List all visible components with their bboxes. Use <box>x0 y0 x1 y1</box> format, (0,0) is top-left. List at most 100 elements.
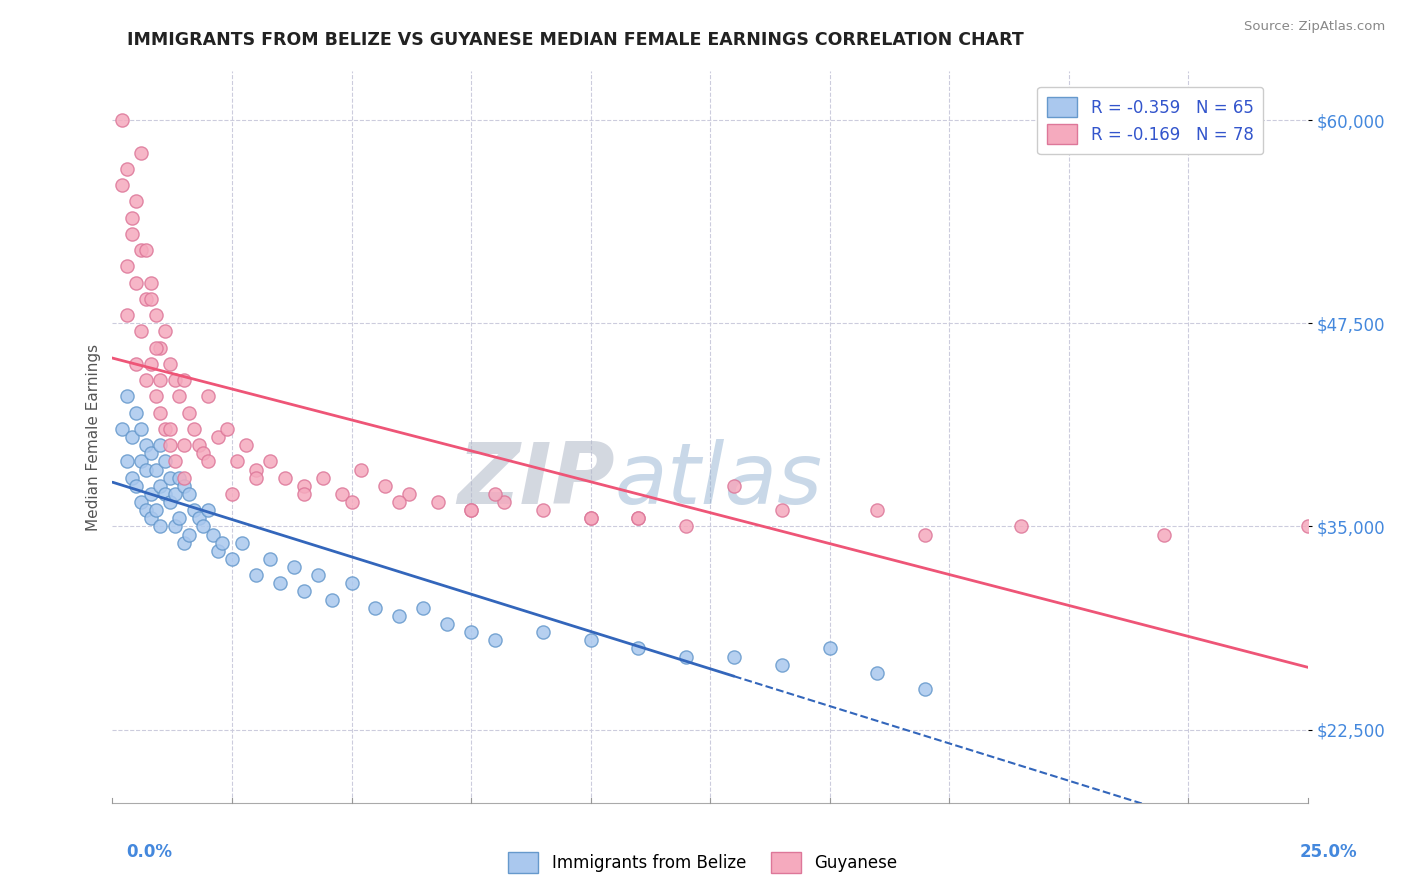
Point <box>388 608 411 623</box>
Point <box>1296 519 1319 533</box>
Point <box>914 681 936 696</box>
Point <box>207 430 229 444</box>
Point <box>307 568 329 582</box>
Point <box>193 446 215 460</box>
Point <box>259 552 281 566</box>
Point <box>269 576 291 591</box>
Point <box>426 495 449 509</box>
Point <box>125 194 148 209</box>
Point <box>273 471 295 485</box>
Point <box>125 406 148 420</box>
Point <box>197 389 219 403</box>
Point <box>135 462 157 476</box>
Point <box>173 479 195 493</box>
Point <box>115 454 138 468</box>
Point <box>153 454 176 468</box>
Point <box>173 373 195 387</box>
Point <box>484 487 506 501</box>
Point <box>207 544 229 558</box>
Text: Source: ZipAtlas.com: Source: ZipAtlas.com <box>1244 20 1385 33</box>
Point <box>139 487 162 501</box>
Legend: R = -0.359   N = 65, R = -0.169   N = 78: R = -0.359 N = 65, R = -0.169 N = 78 <box>1038 87 1264 154</box>
Point <box>221 552 243 566</box>
Point <box>153 422 176 436</box>
Point <box>159 471 181 485</box>
Point <box>169 471 191 485</box>
Point <box>139 511 162 525</box>
Point <box>292 584 315 599</box>
Point <box>145 389 167 403</box>
Point <box>177 406 200 420</box>
Legend: Immigrants from Belize, Guyanese: Immigrants from Belize, Guyanese <box>502 846 904 880</box>
Point <box>159 495 181 509</box>
Point <box>484 633 506 648</box>
Point <box>135 243 157 257</box>
Point <box>169 389 191 403</box>
Point <box>149 373 172 387</box>
Y-axis label: Median Female Earnings: Median Female Earnings <box>86 343 101 531</box>
Point <box>115 389 138 403</box>
Point <box>145 503 167 517</box>
Point <box>579 511 602 525</box>
Point <box>460 625 482 640</box>
Point <box>398 487 420 501</box>
Point <box>364 600 387 615</box>
Point <box>129 243 152 257</box>
Point <box>121 227 143 241</box>
Point <box>163 487 186 501</box>
Point <box>211 535 233 549</box>
Point <box>139 276 162 290</box>
Point <box>675 519 697 533</box>
Point <box>245 568 267 582</box>
Point <box>494 495 516 509</box>
Text: atlas: atlas <box>614 440 823 523</box>
Point <box>159 357 181 371</box>
Point <box>627 511 650 525</box>
Text: IMMIGRANTS FROM BELIZE VS GUYANESE MEDIAN FEMALE EARNINGS CORRELATION CHART: IMMIGRANTS FROM BELIZE VS GUYANESE MEDIA… <box>127 31 1024 49</box>
Point <box>149 438 172 452</box>
Point <box>193 519 215 533</box>
Point <box>115 260 138 274</box>
Point <box>139 292 162 306</box>
Point <box>579 633 602 648</box>
Point <box>531 625 554 640</box>
Point <box>770 503 793 517</box>
Point <box>292 487 315 501</box>
Text: 25.0%: 25.0% <box>1299 843 1357 861</box>
Point <box>135 292 157 306</box>
Point <box>292 479 315 493</box>
Point <box>818 641 841 656</box>
Point <box>350 462 373 476</box>
Point <box>187 438 209 452</box>
Point <box>145 462 167 476</box>
Point <box>1010 519 1032 533</box>
Point <box>627 641 650 656</box>
Point <box>245 471 267 485</box>
Point <box>129 454 152 468</box>
Point <box>340 495 363 509</box>
Point <box>163 373 186 387</box>
Point <box>627 511 650 525</box>
Point <box>173 535 195 549</box>
Point <box>221 487 243 501</box>
Point <box>197 503 219 517</box>
Point <box>235 438 257 452</box>
Point <box>153 325 176 339</box>
Point <box>121 471 143 485</box>
Point <box>169 511 191 525</box>
Point <box>770 657 793 672</box>
Point <box>149 519 172 533</box>
Point <box>579 511 602 525</box>
Point <box>723 649 745 664</box>
Point <box>197 454 219 468</box>
Point <box>531 503 554 517</box>
Point <box>173 438 195 452</box>
Point <box>374 479 396 493</box>
Point <box>129 422 152 436</box>
Point <box>866 665 889 680</box>
Point <box>145 341 167 355</box>
Point <box>129 325 152 339</box>
Point <box>111 113 134 128</box>
Point <box>177 527 200 541</box>
Point <box>225 454 247 468</box>
